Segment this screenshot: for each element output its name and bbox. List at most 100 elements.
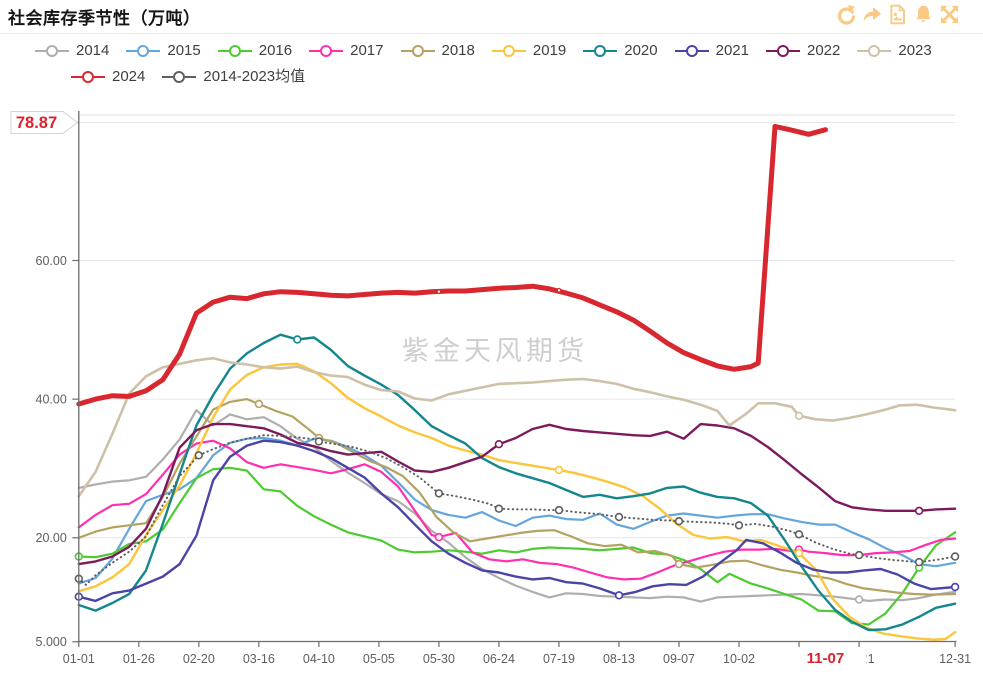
y-axis-label: 40.00 bbox=[36, 392, 67, 406]
data-point-marker bbox=[614, 591, 624, 600]
y-axis-label: 20.00 bbox=[36, 531, 67, 545]
data-point-marker bbox=[434, 532, 444, 542]
legend-item-2018[interactable]: 2018 bbox=[400, 42, 475, 59]
x-axis-label: 02-20 bbox=[183, 652, 215, 666]
axes: 5.000 20.00 40.00 60.00 01-01 01-26 02-20 03-16… bbox=[36, 111, 971, 667]
data-point-marker bbox=[914, 506, 924, 515]
legend-label: 2018 bbox=[441, 42, 475, 59]
current-date-label: 11-07 bbox=[807, 650, 845, 667]
data-point-marker bbox=[554, 465, 564, 475]
series-line-2023 bbox=[77, 356, 957, 498]
x-axis-label: 08-13 bbox=[603, 652, 635, 666]
legend-item-2017[interactable]: 2017 bbox=[309, 42, 384, 59]
legend-item-2014-2023[interactable]: 2014-2023均值 bbox=[162, 69, 305, 84]
series-line-2018 bbox=[77, 398, 957, 596]
legend-marker-icon bbox=[162, 71, 197, 83]
legend-label: 2017 bbox=[350, 42, 384, 59]
legend-item-2021[interactable]: 2021 bbox=[674, 42, 749, 59]
data-point-marker bbox=[914, 557, 924, 567]
data-point-marker bbox=[494, 440, 504, 449]
series-line-2021 bbox=[77, 439, 957, 603]
series-line-2022 bbox=[77, 422, 957, 566]
legend-marker-icon bbox=[309, 45, 344, 57]
data-point-marker bbox=[674, 516, 684, 526]
x-axis-label: 01-26 bbox=[123, 652, 155, 666]
data-point-marker bbox=[854, 595, 864, 604]
x-axis-label: 05-30 bbox=[423, 652, 455, 666]
y-axis-label: 60.00 bbox=[36, 254, 67, 268]
current-value-tag-shape bbox=[10, 111, 79, 134]
data-point-marker bbox=[494, 504, 504, 513]
x-axis-label: 04-10 bbox=[303, 652, 335, 666]
x-axis-label: 07-19 bbox=[543, 652, 575, 666]
legend-label: 2024 bbox=[112, 68, 146, 85]
legend-label: 2022 bbox=[807, 42, 841, 59]
series-markers bbox=[74, 287, 960, 604]
legend-label: 2016 bbox=[258, 42, 293, 59]
legend-marker-icon bbox=[35, 45, 69, 57]
legend-item-2020[interactable]: 2020 bbox=[583, 42, 658, 59]
series-line-2014-2023 bbox=[77, 434, 957, 586]
series-line-2017 bbox=[77, 439, 957, 581]
data-point-marker bbox=[674, 559, 684, 569]
series-line-2016 bbox=[77, 466, 957, 626]
legend-label: 2020 bbox=[624, 42, 658, 59]
current-value-tag: 78.87 bbox=[10, 111, 79, 134]
legend-item-2016[interactable]: 2016 bbox=[217, 42, 293, 59]
x-axis-label: 10-02 bbox=[723, 652, 755, 666]
data-point-marker bbox=[556, 287, 562, 293]
current-value-label: 78.87 bbox=[16, 114, 57, 132]
x-axis-label: 06-24 bbox=[483, 652, 515, 666]
legend-item-2014[interactable]: 2014 bbox=[35, 42, 110, 59]
x-axis-label: 05-05 bbox=[363, 652, 395, 666]
data-point-marker bbox=[854, 550, 864, 560]
x-axis-label: 03-16 bbox=[243, 652, 275, 666]
legend-marker-icon bbox=[217, 45, 252, 57]
legend-marker-icon bbox=[766, 45, 800, 57]
data-point-marker bbox=[194, 451, 204, 460]
data-point-marker bbox=[554, 505, 564, 515]
data-point-marker bbox=[734, 521, 744, 530]
legend-marker-icon bbox=[400, 45, 435, 57]
gridlines bbox=[78, 114, 956, 539]
legend-item-2015[interactable]: 2015 bbox=[126, 42, 201, 59]
data-point-marker bbox=[614, 512, 624, 522]
legend-item-2023[interactable]: 2023 bbox=[857, 43, 932, 58]
series-line-2015 bbox=[77, 436, 957, 585]
fullscreen-icon[interactable] bbox=[939, 4, 960, 25]
legend-marker-icon bbox=[71, 71, 105, 83]
legend-label: 2014 bbox=[76, 42, 110, 59]
series-line-2024 bbox=[76, 123, 828, 407]
current-date-label-bg bbox=[795, 648, 867, 665]
series-line-2020 bbox=[77, 333, 957, 632]
data-point-marker bbox=[794, 548, 804, 558]
data-point-marker bbox=[436, 289, 442, 295]
refresh-icon[interactable] bbox=[835, 4, 856, 25]
bell-icon[interactable] bbox=[913, 4, 934, 25]
legend-item-2022[interactable]: 2022 bbox=[766, 42, 841, 59]
legend-marker-icon bbox=[583, 45, 618, 57]
data-point-marker bbox=[254, 399, 264, 409]
legend-marker-icon bbox=[674, 45, 709, 57]
data-point-marker bbox=[434, 489, 444, 498]
export-image-icon[interactable] bbox=[887, 4, 908, 25]
toolbar bbox=[835, 4, 960, 25]
legend-label: 2021 bbox=[715, 42, 749, 59]
legend-item-2019[interactable]: 2019 bbox=[491, 42, 567, 59]
legend: 2014 2015 2016 2017 2018 2019 2020 2021 2022 2023… bbox=[0, 38, 983, 90]
header-divider bbox=[0, 33, 983, 34]
legend-label: 2015 bbox=[167, 42, 201, 59]
series-line-2014 bbox=[77, 409, 957, 603]
data-point-marker bbox=[950, 582, 960, 592]
legend-marker-icon bbox=[857, 45, 892, 57]
y-axis-label: 5.000 bbox=[36, 635, 67, 649]
watermark: 紫金天风期货 bbox=[402, 336, 588, 366]
share-icon[interactable] bbox=[861, 4, 882, 25]
legend-label: 2019 bbox=[532, 42, 567, 59]
legend-marker-icon bbox=[491, 45, 526, 57]
x-axis-label: 12-31 bbox=[939, 652, 971, 666]
data-point-marker bbox=[794, 530, 804, 539]
legend-item-2024[interactable]: 2024 bbox=[71, 68, 146, 85]
